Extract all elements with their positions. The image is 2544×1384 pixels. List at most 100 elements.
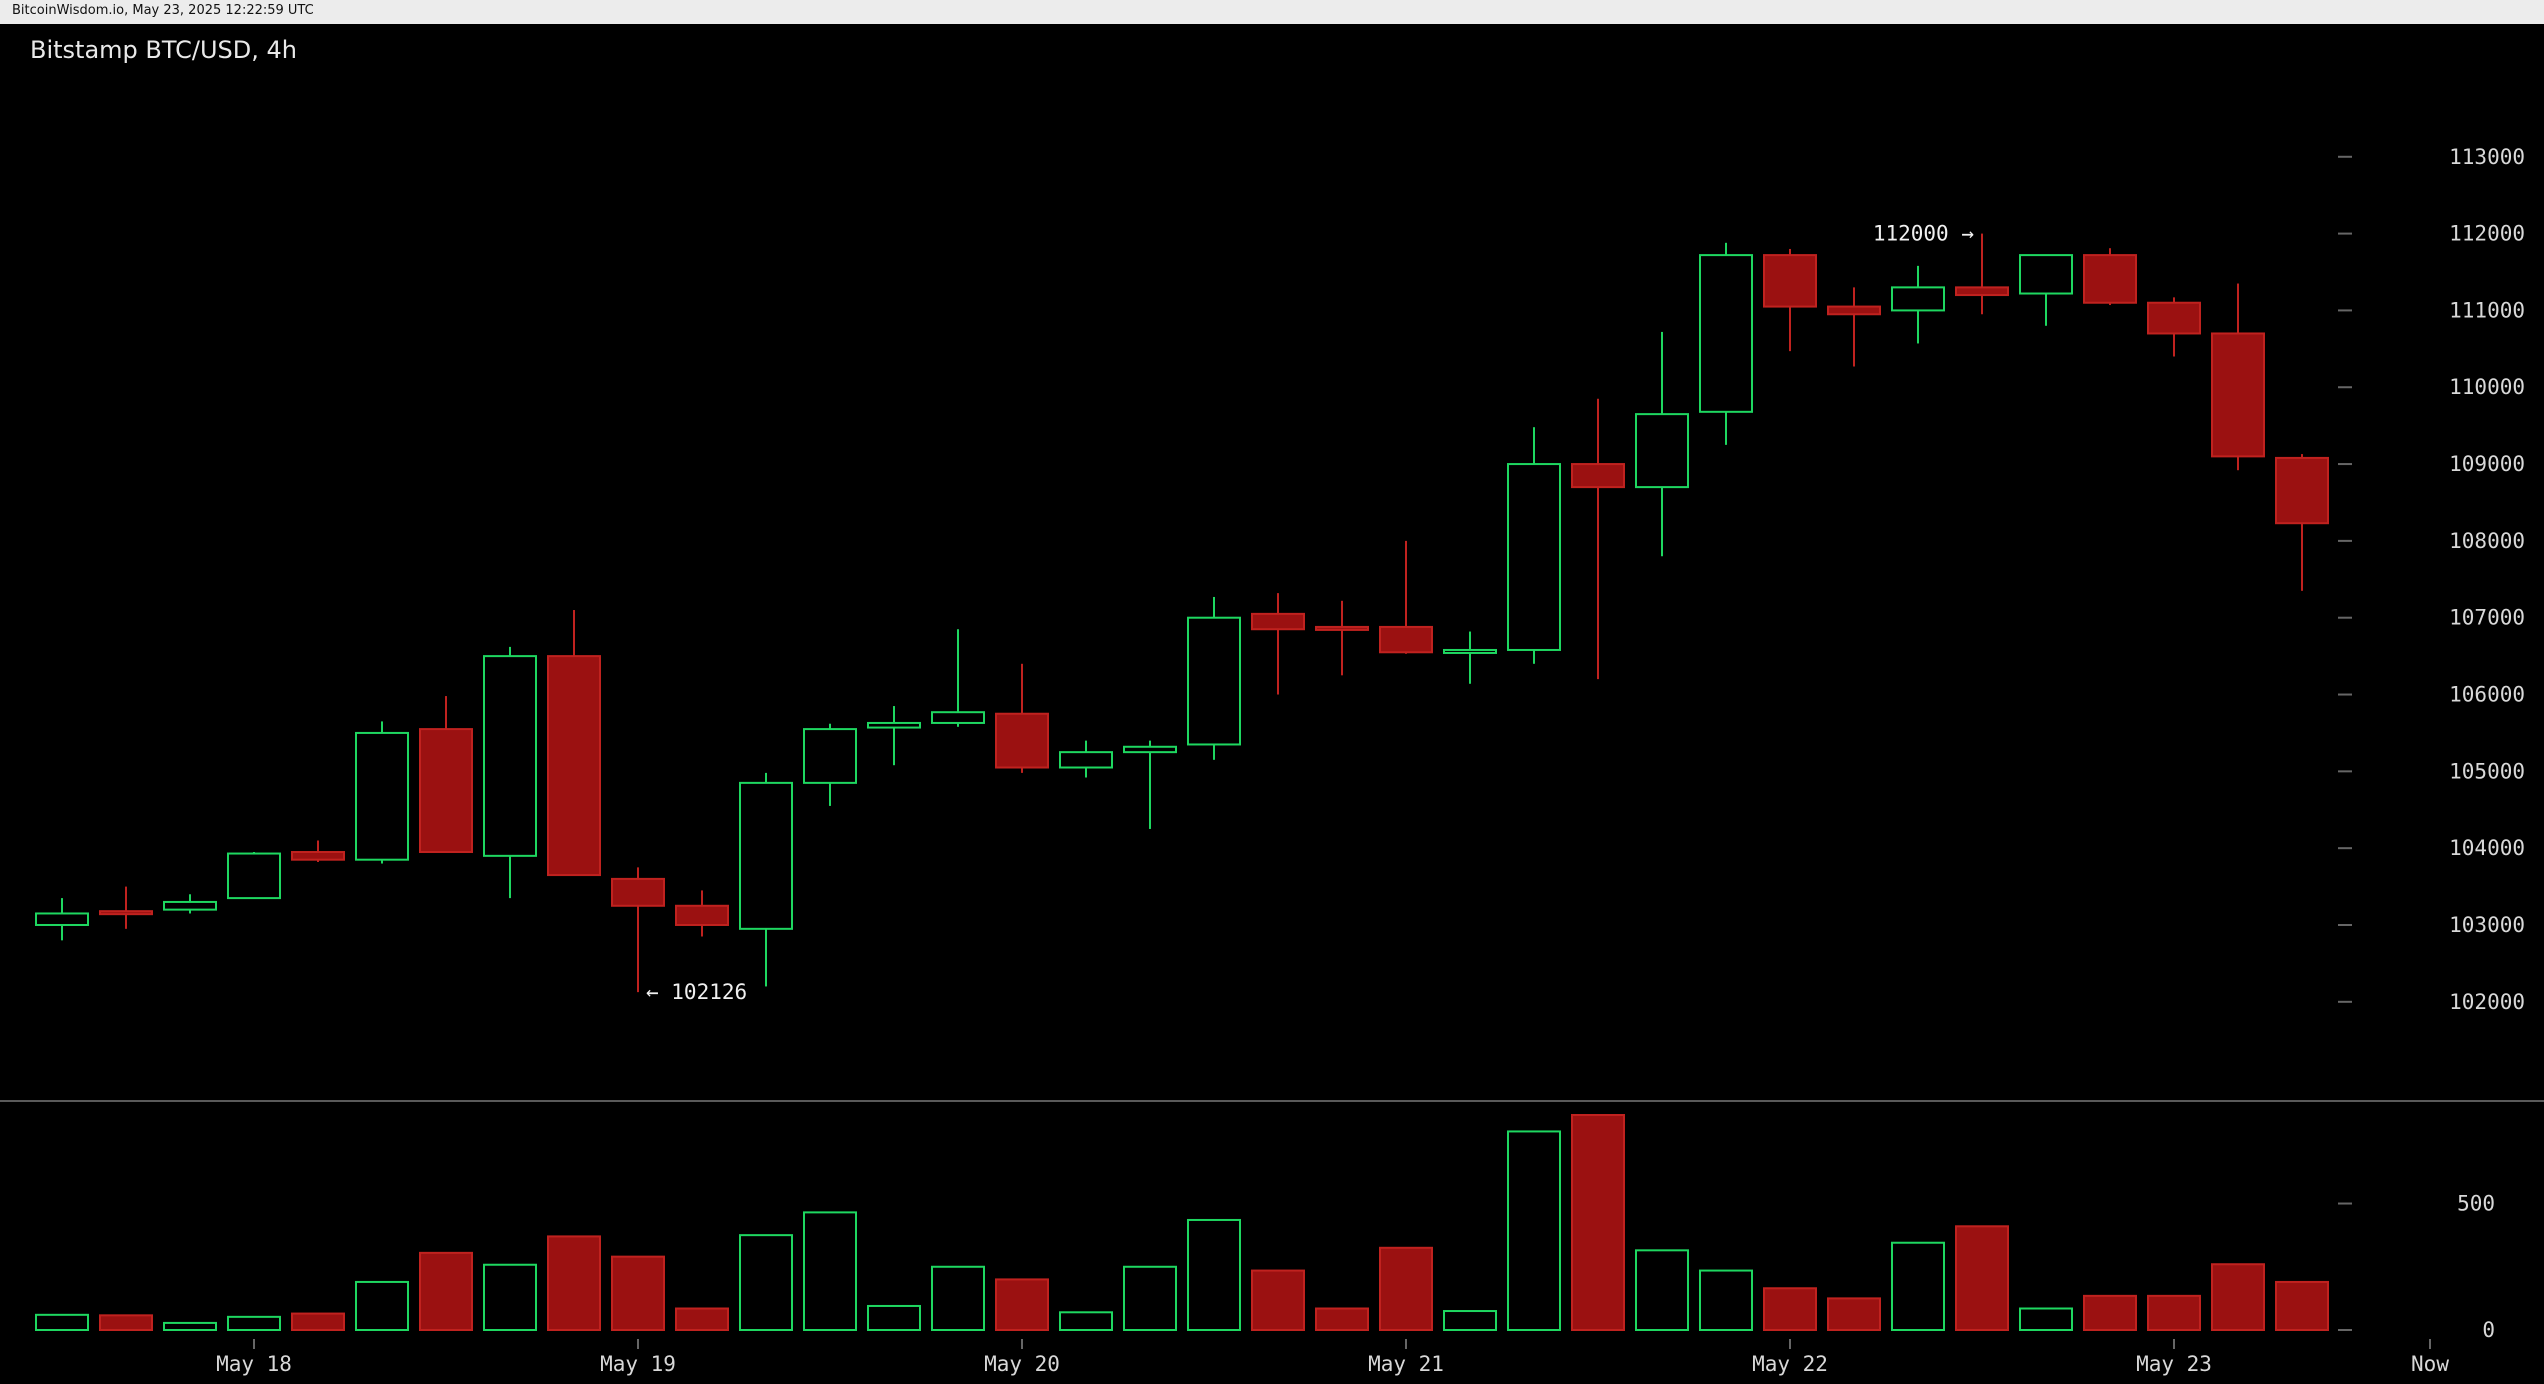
candle-body [739, 781, 793, 930]
volume-bar-down [1251, 1269, 1305, 1332]
high-price-annotation: 112000 → [1873, 222, 1974, 246]
volume-bar-down [1571, 1114, 1625, 1331]
candle-body [1571, 463, 1625, 489]
candle-down [1827, 287, 1881, 367]
candle-down [2211, 283, 2265, 471]
candle-body [1059, 751, 1113, 769]
source-bar: BitcoinWisdom.io, May 23, 2025 12:22:59 … [0, 0, 2544, 24]
candle-down [1251, 593, 1305, 695]
volume-bar-down [419, 1251, 473, 1331]
candle-body [355, 731, 409, 861]
volume-bar-up [1635, 1249, 1689, 1331]
volume-tick-label: 500 [2457, 1192, 2495, 1216]
volume-bar-down [291, 1312, 345, 1332]
candle-down [995, 663, 1049, 773]
candle-down [611, 867, 665, 993]
volume-bar-up [483, 1263, 537, 1332]
candle-up [739, 772, 793, 987]
candle-up [931, 629, 985, 727]
volume-bar-down [2211, 1263, 2265, 1332]
x-tick-label: May 19 [600, 1352, 676, 1376]
source-text: BitcoinWisdom.io, May 23, 2025 12:22:59 … [12, 3, 314, 18]
candle-up [163, 894, 217, 914]
price-tick-label: 105000 [2449, 759, 2525, 783]
candle-down [99, 886, 153, 929]
candle-up [1443, 631, 1497, 684]
volume-bar-up [1699, 1269, 1753, 1332]
candles-layer [35, 233, 2329, 993]
candle-down [547, 610, 601, 877]
volume-bar-up [867, 1304, 921, 1331]
price-tick-label: 113000 [2449, 145, 2525, 169]
volume-bar-up [1443, 1310, 1497, 1332]
annotations-layer: ← 102126 112000 → [646, 222, 1974, 1005]
volume-bar-down [995, 1278, 1049, 1331]
price-tick-label: 111000 [2449, 298, 2525, 322]
volume-bar-up [35, 1313, 89, 1331]
candle-body [2275, 456, 2329, 525]
x-tick-label: May 21 [1368, 1352, 1444, 1376]
x-tick-label: Now [2411, 1352, 2449, 1376]
candle-body [1379, 625, 1433, 654]
candle-down [1763, 248, 1817, 352]
volume-bar-up [1123, 1265, 1177, 1331]
volume-bar-down [1379, 1246, 1433, 1331]
candle-body [483, 655, 537, 857]
candle-up [1123, 740, 1177, 829]
volume-bars-layer [35, 1114, 2329, 1332]
candle-body [2019, 254, 2073, 295]
candle-up [483, 646, 537, 899]
candle-up [1891, 265, 1945, 344]
candle-body [419, 728, 473, 854]
candle-body [35, 912, 89, 926]
volume-bar-down [2083, 1294, 2137, 1331]
candle-body [2147, 301, 2201, 335]
volume-bar-down [1955, 1225, 2009, 1331]
candle-up [803, 723, 857, 806]
volume-bar-up [1891, 1241, 1945, 1332]
candle-up [1507, 427, 1561, 664]
volume-bar-up [739, 1234, 793, 1332]
candle-body [1315, 625, 1369, 631]
volume-bar-up [227, 1315, 281, 1331]
volume-bar-up [1507, 1130, 1561, 1331]
candle-up [1635, 331, 1689, 557]
candle-down [1379, 540, 1433, 654]
candle-down [1571, 398, 1625, 680]
candle-body [995, 712, 1049, 769]
candle-down [291, 840, 345, 862]
candle-body [1123, 745, 1177, 754]
price-tick-label: 112000 [2449, 222, 2525, 246]
candle-body [675, 904, 729, 926]
candle-up [1187, 596, 1241, 760]
candle-up [227, 852, 281, 900]
candle-body [803, 728, 857, 784]
volume-bar-up [1059, 1311, 1113, 1331]
candle-down [675, 890, 729, 937]
candle-up [2019, 254, 2073, 326]
candle-body [227, 852, 281, 900]
volume-bar-down [547, 1235, 601, 1331]
volume-bar-up [1187, 1218, 1241, 1331]
candle-body [1955, 286, 2009, 297]
volume-bar-down [1763, 1287, 1817, 1331]
price-tick-label: 106000 [2449, 683, 2525, 707]
price-tick-label: 103000 [2449, 913, 2525, 937]
volume-bar-up [931, 1265, 985, 1331]
candle-up [867, 706, 921, 766]
candle-down [1955, 233, 2009, 315]
candle-down [2083, 248, 2137, 306]
price-tick-label: 110000 [2449, 375, 2525, 399]
candle-body [291, 851, 345, 861]
price-tick-label: 108000 [2449, 529, 2525, 553]
volume-bar-down [99, 1314, 153, 1332]
candle-body [1699, 254, 1753, 413]
candle-up [1699, 242, 1753, 445]
chart-frame [0, 24, 2544, 1384]
candle-down [1315, 600, 1369, 676]
price-tick-label: 102000 [2449, 990, 2525, 1014]
candle-body [1187, 616, 1241, 746]
candle-body [1443, 648, 1497, 654]
candle-up [35, 898, 89, 941]
